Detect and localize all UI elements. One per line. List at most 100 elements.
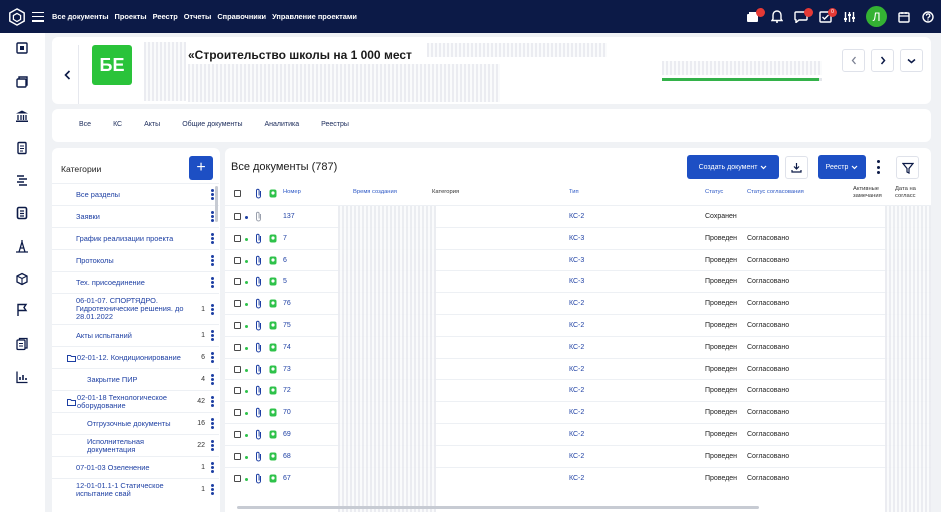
table-row[interactable]: 67 КС-2 Проведен Согласовано: [225, 466, 931, 489]
row-checkbox[interactable]: [234, 300, 241, 308]
paperclip-icon[interactable]: [255, 473, 262, 484]
table-row[interactable]: 70 КС-2 Проведен Согласовано: [225, 401, 931, 423]
crane-icon[interactable]: [15, 239, 29, 253]
doc-number[interactable]: 76: [283, 300, 291, 308]
menu-icon[interactable]: [32, 11, 44, 22]
doc-number[interactable]: 67: [283, 474, 291, 482]
table-row[interactable]: 7 КС-3 Проведен Согласовано: [225, 226, 931, 249]
row-checkbox[interactable]: [234, 278, 241, 286]
table-row[interactable]: 76 КС-2 Проведен Согласовано: [225, 292, 931, 314]
tab-item[interactable]: Аналитика: [264, 121, 300, 128]
more-icon[interactable]: [211, 303, 214, 315]
doc-number[interactable]: 6: [283, 256, 287, 264]
more-icon[interactable]: [211, 233, 214, 244]
paperclip-icon[interactable]: [255, 407, 262, 418]
table-row[interactable]: 6 КС-3 Проведен Согласовано: [225, 248, 931, 271]
doc-number[interactable]: 69: [283, 431, 291, 438]
expand-button[interactable]: [900, 49, 923, 72]
doc-number[interactable]: 137: [283, 213, 295, 220]
app-logo-icon[interactable]: [8, 7, 26, 26]
tab-item[interactable]: КС: [113, 121, 123, 128]
more-icon[interactable]: [211, 418, 214, 429]
top-nav-item[interactable]: Реестр: [152, 12, 178, 21]
select-all-checkbox[interactable]: [234, 190, 241, 197]
row-checkbox[interactable]: [234, 409, 241, 417]
paperclip-icon[interactable]: [255, 320, 262, 331]
tab-item[interactable]: Все: [79, 121, 92, 128]
next-button[interactable]: [871, 49, 894, 72]
paperclip-icon[interactable]: [255, 298, 262, 309]
chart-icon[interactable]: [15, 370, 29, 384]
paperclip-icon[interactable]: [255, 451, 262, 462]
top-nav-item[interactable]: Управление проектами: [272, 12, 357, 21]
more-icon[interactable]: [211, 189, 214, 200]
more-icon[interactable]: [211, 255, 214, 266]
category-item[interactable]: Все разделы: [52, 183, 219, 205]
row-checkbox[interactable]: [234, 474, 241, 482]
row-checkbox[interactable]: [234, 322, 241, 329]
doc-number[interactable]: 74: [283, 343, 291, 351]
table-horizontal-scrollbar[interactable]: [237, 506, 759, 509]
category-item[interactable]: График реализации проекта: [52, 227, 219, 249]
category-item[interactable]: Заявки: [52, 205, 219, 227]
col-approval[interactable]: Статус согласования: [747, 189, 804, 195]
document-icon[interactable]: [15, 141, 29, 155]
registry-button[interactable]: Реестр: [818, 155, 866, 179]
category-item[interactable]: Тех. присоединение: [52, 271, 219, 293]
chat-icon[interactable]: [794, 7, 813, 24]
calendar-icon[interactable]: [897, 10, 911, 24]
filter-button[interactable]: [896, 156, 919, 179]
more-icon[interactable]: [211, 484, 214, 495]
paperclip-icon[interactable]: [255, 364, 262, 375]
col-number[interactable]: Номер: [283, 189, 301, 195]
tab-item[interactable]: Акты: [144, 121, 161, 128]
more-icon[interactable]: [211, 330, 214, 341]
row-checkbox[interactable]: [234, 365, 241, 373]
category-item[interactable]: 02-01-12. Кондиционирование 6: [52, 346, 219, 368]
more-icon[interactable]: [211, 396, 214, 407]
table-row[interactable]: 75 КС-2 Проведен Согласовано: [225, 314, 931, 336]
documents-active-icon[interactable]: [15, 206, 29, 220]
bell-icon[interactable]: [770, 10, 784, 24]
table-row[interactable]: 69 КС-2 Проведен Согласовано: [225, 423, 931, 445]
top-nav-item[interactable]: Все документы: [52, 12, 109, 21]
doc-number[interactable]: 68: [283, 452, 291, 460]
top-nav-item[interactable]: Справочники: [217, 12, 267, 21]
category-item[interactable]: Закрытие ПИР 4: [52, 368, 219, 390]
col-approval-date[interactable]: Дата на согласс: [895, 186, 916, 199]
paperclip-icon[interactable]: [255, 385, 262, 396]
paperclip-icon[interactable]: [255, 233, 262, 244]
flag-icon[interactable]: [15, 303, 29, 317]
category-item[interactable]: Отгрузочные документы 16: [52, 412, 219, 434]
projects-icon[interactable]: [15, 75, 29, 89]
create-document-button[interactable]: Создать документ: [687, 155, 779, 179]
row-checkbox[interactable]: [234, 387, 241, 395]
more-icon[interactable]: [211, 211, 214, 222]
doc-number[interactable]: 7: [283, 234, 287, 242]
col-category[interactable]: Категория: [432, 189, 460, 195]
row-checkbox[interactable]: [234, 452, 241, 460]
tab-item[interactable]: Реестры: [321, 121, 349, 128]
sliders-icon[interactable]: [842, 10, 856, 24]
dashboard-icon[interactable]: [15, 41, 29, 55]
table-row[interactable]: 137 КС-2 Сохранен: [225, 205, 931, 227]
paperclip-icon[interactable]: [255, 255, 262, 266]
row-checkbox[interactable]: [234, 213, 241, 220]
add-category-button[interactable]: +: [189, 156, 213, 180]
col-created[interactable]: Время создания: [353, 189, 397, 195]
doc-number[interactable]: 70: [283, 409, 291, 417]
help-icon[interactable]: [921, 10, 935, 24]
top-nav-item[interactable]: Отчеты: [183, 12, 212, 21]
doc-number[interactable]: 5: [283, 278, 287, 286]
bank-icon[interactable]: [15, 109, 29, 123]
more-icon[interactable]: [877, 160, 880, 174]
more-icon[interactable]: [211, 462, 214, 473]
category-item[interactable]: Акты испытаний 1: [52, 324, 219, 346]
prev-button[interactable]: [842, 49, 865, 72]
tasks-icon[interactable]: 0: [818, 7, 837, 24]
paperclip-icon[interactable]: [255, 211, 262, 222]
user-avatar[interactable]: Л: [866, 6, 887, 27]
col-status[interactable]: Статус: [705, 189, 724, 195]
doc-number[interactable]: 75: [283, 322, 291, 329]
more-icon[interactable]: [211, 440, 214, 451]
